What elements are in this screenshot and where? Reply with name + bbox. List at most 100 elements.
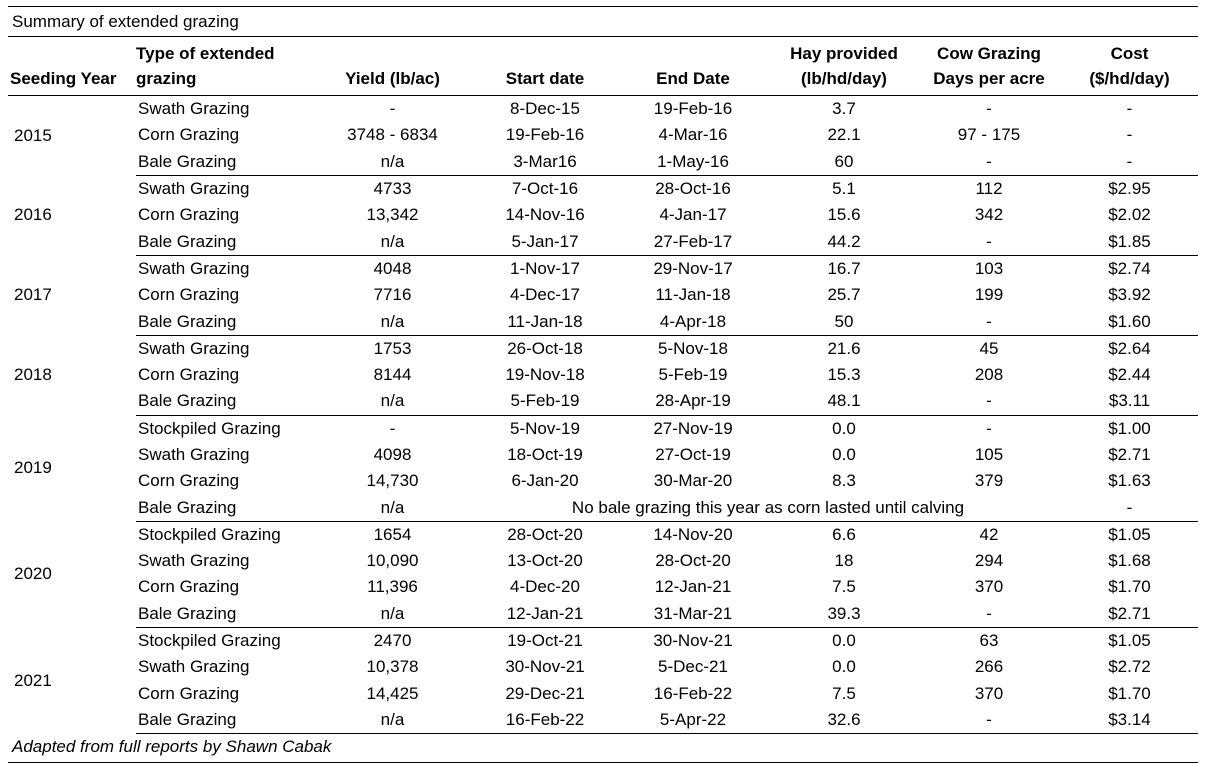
cow-grazing-days-cell: 105 bbox=[974, 445, 1004, 464]
cow-grazing-days-cell: 103 bbox=[974, 258, 1004, 278]
table-row: Corn Grazing 13,342 14-Nov-16 4-Jan-17 15.6 3… bbox=[8, 202, 1198, 228]
end-date-cell: 31-Mar-21 bbox=[615, 600, 771, 628]
start-date-cell: 26-Oct-18 bbox=[507, 338, 583, 358]
end-date-cell: 5-Feb-19 bbox=[658, 365, 728, 385]
cost-cell: $3.14 bbox=[1061, 706, 1198, 735]
seeding-year-cell: 2019 bbox=[14, 458, 52, 478]
end-date-cell: 11-Jan-18 bbox=[655, 285, 731, 305]
table-row: 2016 Swath Grazing 4733 7-Oct-16 28-Oct-16 5.… bbox=[8, 175, 1198, 224]
yield-cell: 4048 bbox=[373, 258, 412, 278]
start-date-cell: 1-Nov-17 bbox=[510, 258, 580, 278]
cost-cell: $3.11 bbox=[1061, 388, 1198, 416]
header-type: Type of extended grazing bbox=[136, 37, 310, 96]
cost-cell: - bbox=[1126, 99, 1133, 119]
yield-cell: n/a bbox=[310, 308, 475, 336]
cost-cell: - bbox=[1126, 125, 1133, 145]
grazing-type-cell: Bale Grazing bbox=[136, 494, 310, 522]
grazing-type-cell: Bale Grazing bbox=[136, 600, 310, 628]
cost-cell: $1.63 bbox=[1108, 471, 1151, 491]
header-cost-line1: Cost bbox=[1110, 44, 1149, 63]
cow-grazing-days-cell: 45 bbox=[979, 338, 999, 358]
hay-provided-cell: 0.0 bbox=[832, 418, 856, 438]
end-date-cell: 5-Dec-21 bbox=[658, 657, 728, 677]
seeding-year-cell: 2018 bbox=[14, 365, 52, 385]
seeding-year-cell: 2021 bbox=[14, 670, 52, 690]
end-date-cell: 14-Nov-20 bbox=[653, 524, 733, 544]
table-row: Swath Grazing 4098 18-Oct-19 27-Oct-19 0.0 10… bbox=[8, 442, 1198, 468]
hay-provided-cell: 0.0 bbox=[832, 445, 856, 464]
hay-provided-cell: 48.1 bbox=[771, 388, 917, 416]
header-cow-days: Cow Grazing Days per acre bbox=[917, 37, 1061, 96]
table-row: 2017 Swath Grazing 4048 1-Nov-17 29-Nov-17 16… bbox=[8, 255, 1198, 304]
end-date-cell: 27-Oct-19 bbox=[655, 445, 731, 464]
hay-provided-cell: 50 bbox=[771, 308, 917, 336]
cow-grazing-days-cell: - bbox=[917, 388, 1061, 416]
grazing-type-cell: Bale Grazing bbox=[136, 388, 310, 416]
yield-cell: 7716 bbox=[373, 285, 412, 305]
grazing-type-cell: Stockpiled Grazing bbox=[138, 631, 281, 651]
hay-provided-cell: 22.1 bbox=[827, 125, 861, 145]
header-type-line2: grazing bbox=[136, 69, 197, 88]
cost-cell: $2.44 bbox=[1108, 365, 1151, 385]
end-date-cell: 28-Oct-16 bbox=[655, 179, 731, 199]
grazing-type-cell: Bale Grazing bbox=[136, 228, 310, 256]
cost-cell: $1.70 bbox=[1108, 683, 1151, 703]
cow-grazing-days-cell: - bbox=[917, 308, 1061, 336]
hay-provided-cell: 16.7 bbox=[827, 258, 861, 278]
grazing-type-cell: Corn Grazing bbox=[138, 205, 240, 225]
grazing-type-cell: Corn Grazing bbox=[138, 471, 240, 491]
seeding-year-cell: 2020 bbox=[14, 564, 52, 584]
hay-provided-cell: 25.7 bbox=[827, 285, 861, 305]
grazing-type-cell: Swath Grazing bbox=[138, 657, 250, 677]
cow-grazing-days-cell: 97 - 175 bbox=[957, 125, 1021, 145]
cost-cell: $1.85 bbox=[1061, 228, 1198, 256]
hay-provided-cell: 6.6 bbox=[832, 524, 856, 544]
grazing-type-cell: Bale Grazing bbox=[136, 148, 310, 176]
table-body: 2015 Swath Grazing -8-Dec-15 19-Feb-16 3.7- -… bbox=[8, 96, 1198, 735]
end-date-cell: 1-May-16 bbox=[615, 148, 771, 176]
table-row: Swath Grazing 10,090 13-Oct-20 28-Oct-20 18 2… bbox=[8, 548, 1198, 574]
start-date-cell: 5-Feb-19 bbox=[475, 388, 615, 416]
yield-cell: 11,396 bbox=[367, 577, 418, 597]
grazing-type-cell: Swath Grazing bbox=[138, 445, 250, 464]
end-date-cell: 28-Apr-19 bbox=[615, 388, 771, 416]
table-row: Bale Grazing n/a 12-Jan-21 31-Mar-21 39.3- $2… bbox=[8, 600, 1198, 628]
hay-provided-cell: 8.3 bbox=[832, 471, 856, 491]
grazing-type-cell: Corn Grazing bbox=[138, 285, 240, 305]
hay-provided-cell: 21.6 bbox=[827, 338, 861, 358]
start-date-cell: 28-Oct-20 bbox=[507, 524, 583, 544]
start-date-cell: 5-Nov-19 bbox=[510, 418, 580, 438]
yield-cell: 3748 - 6834 bbox=[347, 125, 438, 145]
end-date-cell: 12-Jan-21 bbox=[654, 577, 732, 597]
yield-cell: n/a bbox=[310, 388, 475, 416]
table-row: 2019 Stockpiled Grazing - 5-Nov-19 27-Nov-19… bbox=[8, 415, 1198, 477]
cost-cell: $2.64 bbox=[1108, 338, 1151, 358]
cost-cell: $2.74 bbox=[1108, 258, 1151, 278]
cow-grazing-days-cell: 199 bbox=[974, 285, 1004, 305]
grazing-type-cell: Stockpiled Grazing bbox=[138, 418, 281, 438]
row-note-cell: No bale grazing this year as corn lasted… bbox=[475, 494, 1061, 522]
hay-provided-cell: 18 bbox=[834, 551, 854, 571]
end-date-cell: 30-Mar-20 bbox=[653, 471, 733, 491]
start-date-cell: 3-Mar16 bbox=[475, 148, 615, 176]
seeding-year-cell: 2015 bbox=[14, 125, 52, 145]
header-end-date: End Date bbox=[615, 37, 771, 96]
hay-provided-cell: 15.6 bbox=[827, 205, 861, 225]
end-date-cell: 4-Jan-17 bbox=[659, 205, 727, 225]
start-date-cell: 30-Nov-21 bbox=[505, 657, 585, 677]
yield-cell: - bbox=[389, 418, 396, 438]
cost-cell: $1.68 bbox=[1108, 551, 1151, 571]
grazing-type-cell: Swath Grazing bbox=[138, 99, 250, 119]
grazing-type-cell: Bale Grazing bbox=[136, 706, 310, 735]
cost-cell: $1.05 bbox=[1108, 631, 1151, 651]
hay-provided-cell: 7.5 bbox=[832, 577, 856, 597]
start-date-cell: 4-Dec-20 bbox=[510, 577, 580, 597]
end-date-cell: 4-Apr-18 bbox=[615, 308, 771, 336]
grazing-type-cell: Corn Grazing bbox=[138, 577, 240, 597]
end-date-cell: 16-Feb-22 bbox=[653, 683, 733, 703]
yield-cell: 14,730 bbox=[366, 471, 419, 491]
start-date-cell: 13-Oct-20 bbox=[507, 551, 583, 571]
header-seeding-year: Seeding Year bbox=[8, 37, 136, 96]
start-date-cell: 16-Feb-22 bbox=[475, 706, 615, 735]
hay-provided-cell: 15.3 bbox=[827, 365, 861, 385]
